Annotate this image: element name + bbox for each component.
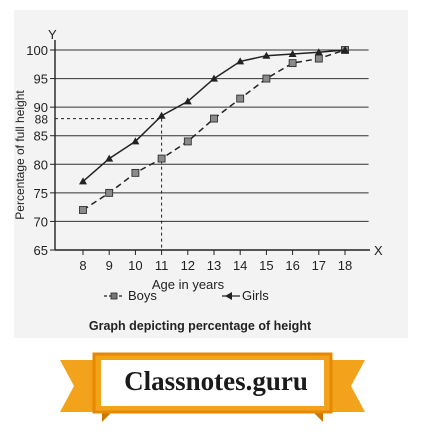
y-tick-label-75: 75: [34, 186, 48, 201]
point-girls-15: [262, 51, 271, 59]
x-axis-letter: X: [374, 243, 383, 258]
point-boys-16: [288, 59, 297, 68]
grid: [55, 49, 369, 222]
y-tick-label-80: 80: [34, 157, 48, 172]
point-boys-15: [262, 74, 271, 83]
point-girls-12: [183, 97, 192, 105]
banner-right-ribbon: [323, 360, 365, 412]
brand-banner: [60, 352, 365, 422]
legend-girls-label: Girls: [242, 288, 269, 303]
chart-caption: Graph depicting percentage of height: [89, 319, 312, 333]
series-line-boys: [82, 49, 346, 211]
y-tick-label-90: 90: [34, 100, 48, 115]
x-axis-title: Age in years: [152, 277, 225, 292]
point-girls-14: [236, 57, 245, 65]
x-tick-label-11: 11: [155, 258, 169, 273]
axes: Y X Percentage of full height Age in yea…: [13, 27, 383, 292]
banner-left-ribbon: [60, 360, 102, 412]
x-tick-label-17: 17: [312, 258, 326, 273]
x-tick-label-12: 12: [181, 258, 195, 273]
point-boys-11: [157, 154, 166, 163]
annotation-label: 88: [35, 113, 49, 127]
point-boys-8: [79, 206, 87, 214]
x-tick-label-15: 15: [259, 258, 273, 273]
reference-lines: 88: [35, 113, 163, 250]
x-tick-label-18: 18: [338, 258, 352, 273]
y-axis-title: Percentage of full height: [13, 90, 27, 220]
brand-text: Classnotes.guru: [124, 365, 308, 396]
series: [79, 46, 349, 214]
x-tick-label-8: 8: [79, 258, 86, 273]
x-tick-label-14: 14: [233, 258, 247, 273]
point-girls-18: [341, 46, 349, 53]
chart-panel: [14, 10, 408, 338]
y-tick-label-95: 95: [34, 72, 48, 87]
y-tick-label-100: 100: [26, 43, 48, 58]
legend-girls-marker: [225, 292, 232, 300]
point-girls-8: [79, 177, 87, 185]
point-boys-9: [105, 188, 114, 197]
height-percentage-chart: Y X Percentage of full height Age in yea…: [13, 27, 383, 333]
y-tick-label-70: 70: [34, 214, 48, 229]
point-girls-10: [131, 137, 140, 145]
x-tick-label-9: 9: [106, 258, 113, 273]
point-girls-11: [157, 111, 166, 119]
y-tick-label-85: 85: [34, 129, 48, 144]
point-girls-16: [288, 50, 297, 57]
point-boys-12: [183, 137, 192, 146]
point-boys-10: [131, 168, 140, 177]
point-girls-9: [105, 154, 114, 162]
x-tick-label-10: 10: [128, 258, 142, 273]
y-tick-label-65: 65: [34, 243, 48, 258]
point-girls-17: [314, 48, 323, 56]
y-axis-letter: Y: [48, 27, 57, 42]
point-boys-13: [210, 114, 218, 123]
point-boys-17: [314, 54, 323, 63]
legend-boys-marker: [110, 292, 118, 300]
x-tick-label-16: 16: [285, 258, 299, 273]
tick-labels: 65 70 75 80 85 90 95 100 8 9 10 11 12 13 14 15 16 17 18: [26, 43, 352, 273]
point-boys-14: [236, 94, 245, 103]
banner-left-fold: [102, 412, 112, 422]
legend-boys-label: Boys: [128, 288, 157, 303]
point-girls-13: [210, 74, 218, 82]
banner-inner: [99, 358, 326, 408]
legend: Boys Girls: [104, 288, 269, 303]
x-tick-label-13: 13: [207, 258, 221, 273]
banner-right-fold: [313, 412, 323, 422]
